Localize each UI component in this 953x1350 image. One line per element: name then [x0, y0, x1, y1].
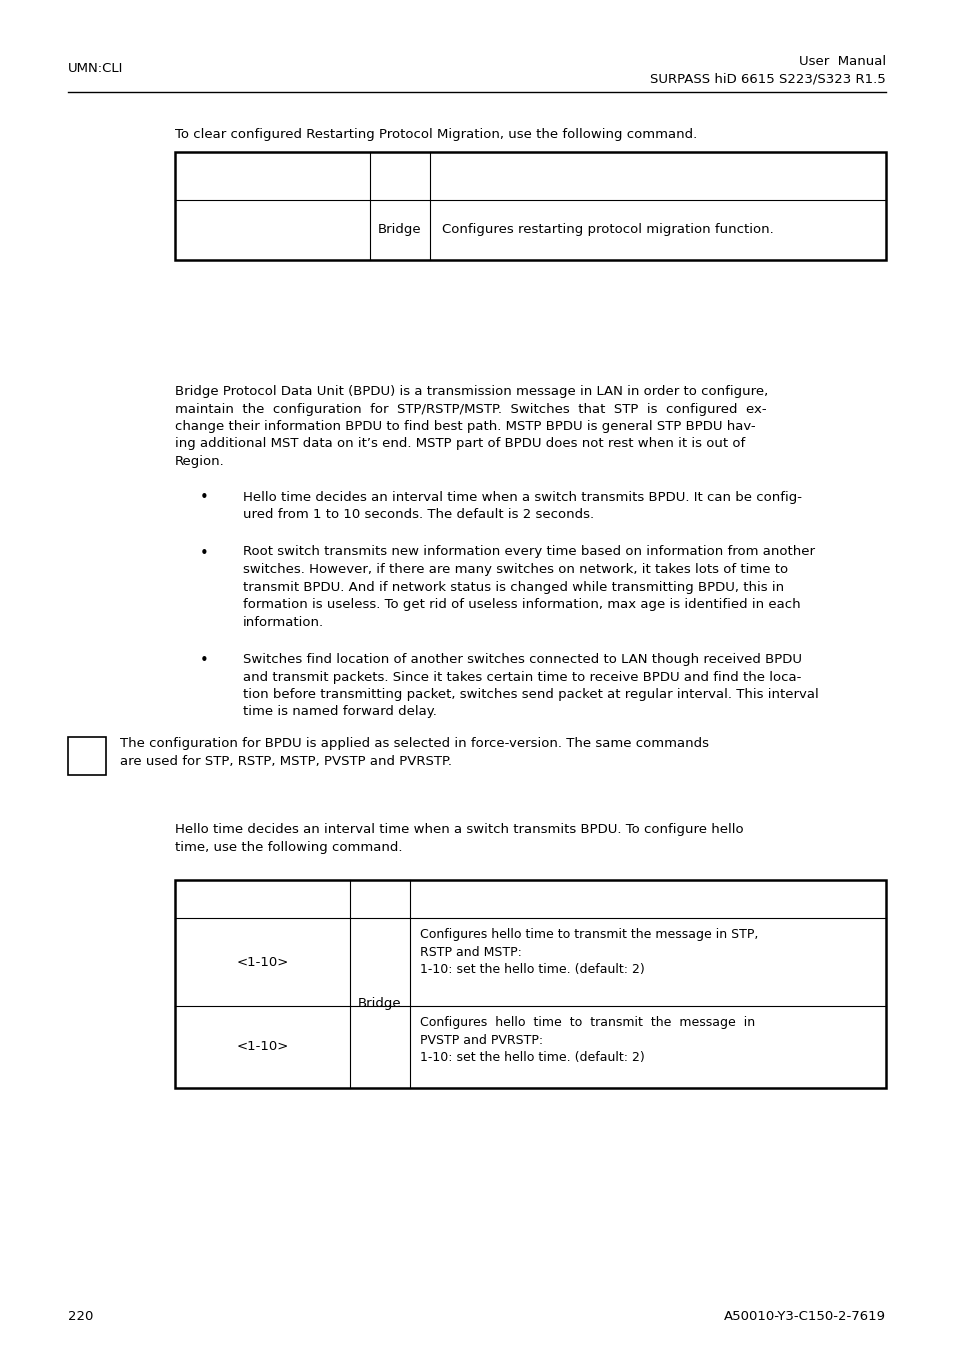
Text: Bridge: Bridge: [357, 996, 401, 1010]
Text: Region.: Region.: [174, 455, 225, 468]
Text: PVSTP and PVRSTP:: PVSTP and PVRSTP:: [419, 1034, 542, 1046]
Text: and transmit packets. Since it takes certain time to receive BPDU and find the l: and transmit packets. Since it takes cer…: [243, 671, 801, 683]
Text: change their information BPDU to find best path. MSTP BPDU is general STP BPDU h: change their information BPDU to find be…: [174, 420, 755, 433]
Text: information.: information.: [243, 616, 324, 629]
Text: 1-10: set the hello time. (default: 2): 1-10: set the hello time. (default: 2): [419, 963, 644, 976]
Text: switches. However, if there are many switches on network, it takes lots of time : switches. However, if there are many swi…: [243, 563, 787, 576]
Bar: [68, 737, 106, 775]
Text: are used for STP, RSTP, MSTP, PVSTP and PVRSTP.: are used for STP, RSTP, MSTP, PVSTP and …: [120, 755, 452, 768]
Text: maintain  the  configuration  for  STP/RSTP/MSTP.  Switches  that  STP  is  conf: maintain the configuration for STP/RSTP/…: [174, 402, 766, 416]
Text: Switches find location of another switches connected to LAN though received BPDU: Switches find location of another switch…: [243, 653, 801, 666]
Text: Root switch transmits new information every time based on information from anoth: Root switch transmits new information ev…: [243, 545, 814, 559]
Text: <1-10>: <1-10>: [236, 1041, 289, 1053]
Text: time is named forward delay.: time is named forward delay.: [243, 706, 436, 718]
Text: time, use the following command.: time, use the following command.: [174, 841, 402, 853]
Text: <1-10>: <1-10>: [236, 956, 289, 968]
Text: Hello time decides an interval time when a switch transmits BPDU. To configure h: Hello time decides an interval time when…: [174, 824, 742, 836]
Text: Configures restarting protocol migration function.: Configures restarting protocol migration…: [441, 224, 773, 236]
Text: ured from 1 to 10 seconds. The default is 2 seconds.: ured from 1 to 10 seconds. The default i…: [243, 508, 594, 521]
Bar: [174, 153, 885, 261]
Text: To clear configured Restarting Protocol Migration, use the following command.: To clear configured Restarting Protocol …: [174, 128, 697, 140]
Text: RSTP and MSTP:: RSTP and MSTP:: [419, 945, 521, 958]
Text: •: •: [200, 653, 209, 668]
Text: Bridge Protocol Data Unit (BPDU) is a transmission message in LAN in order to co: Bridge Protocol Data Unit (BPDU) is a tr…: [174, 385, 767, 398]
Text: The configuration for BPDU is applied as selected in force-version. The same com: The configuration for BPDU is applied as…: [120, 737, 708, 751]
Text: •: •: [200, 545, 209, 560]
Text: formation is useless. To get rid of useless information, max age is identified i: formation is useless. To get rid of usel…: [243, 598, 800, 612]
Text: 220: 220: [68, 1310, 93, 1323]
Text: •: •: [200, 490, 209, 505]
Text: Bridge: Bridge: [377, 224, 421, 236]
Text: User  Manual: User Manual: [798, 55, 885, 68]
Text: Hello time decides an interval time when a switch transmits BPDU. It can be conf: Hello time decides an interval time when…: [243, 490, 801, 504]
Text: A50010-Y3-C150-2-7619: A50010-Y3-C150-2-7619: [723, 1310, 885, 1323]
Text: UMN:CLI: UMN:CLI: [68, 62, 123, 76]
Text: tion before transmitting packet, switches send packet at regular interval. This : tion before transmitting packet, switche…: [243, 688, 818, 701]
Text: Configures hello time to transmit the message in STP,: Configures hello time to transmit the me…: [419, 927, 758, 941]
Text: ing additional MST data on it’s end. MSTP part of BPDU does not rest when it is : ing additional MST data on it’s end. MST…: [174, 437, 744, 451]
Text: 1-10: set the hello time. (default: 2): 1-10: set the hello time. (default: 2): [419, 1052, 644, 1064]
Text: Configures  hello  time  to  transmit  the  message  in: Configures hello time to transmit the me…: [419, 1017, 755, 1029]
Text: transmit BPDU. And if network status is changed while transmitting BPDU, this in: transmit BPDU. And if network status is …: [243, 580, 783, 594]
Text: SURPASS hiD 6615 S223/S323 R1.5: SURPASS hiD 6615 S223/S323 R1.5: [650, 72, 885, 85]
Bar: [174, 880, 885, 1088]
